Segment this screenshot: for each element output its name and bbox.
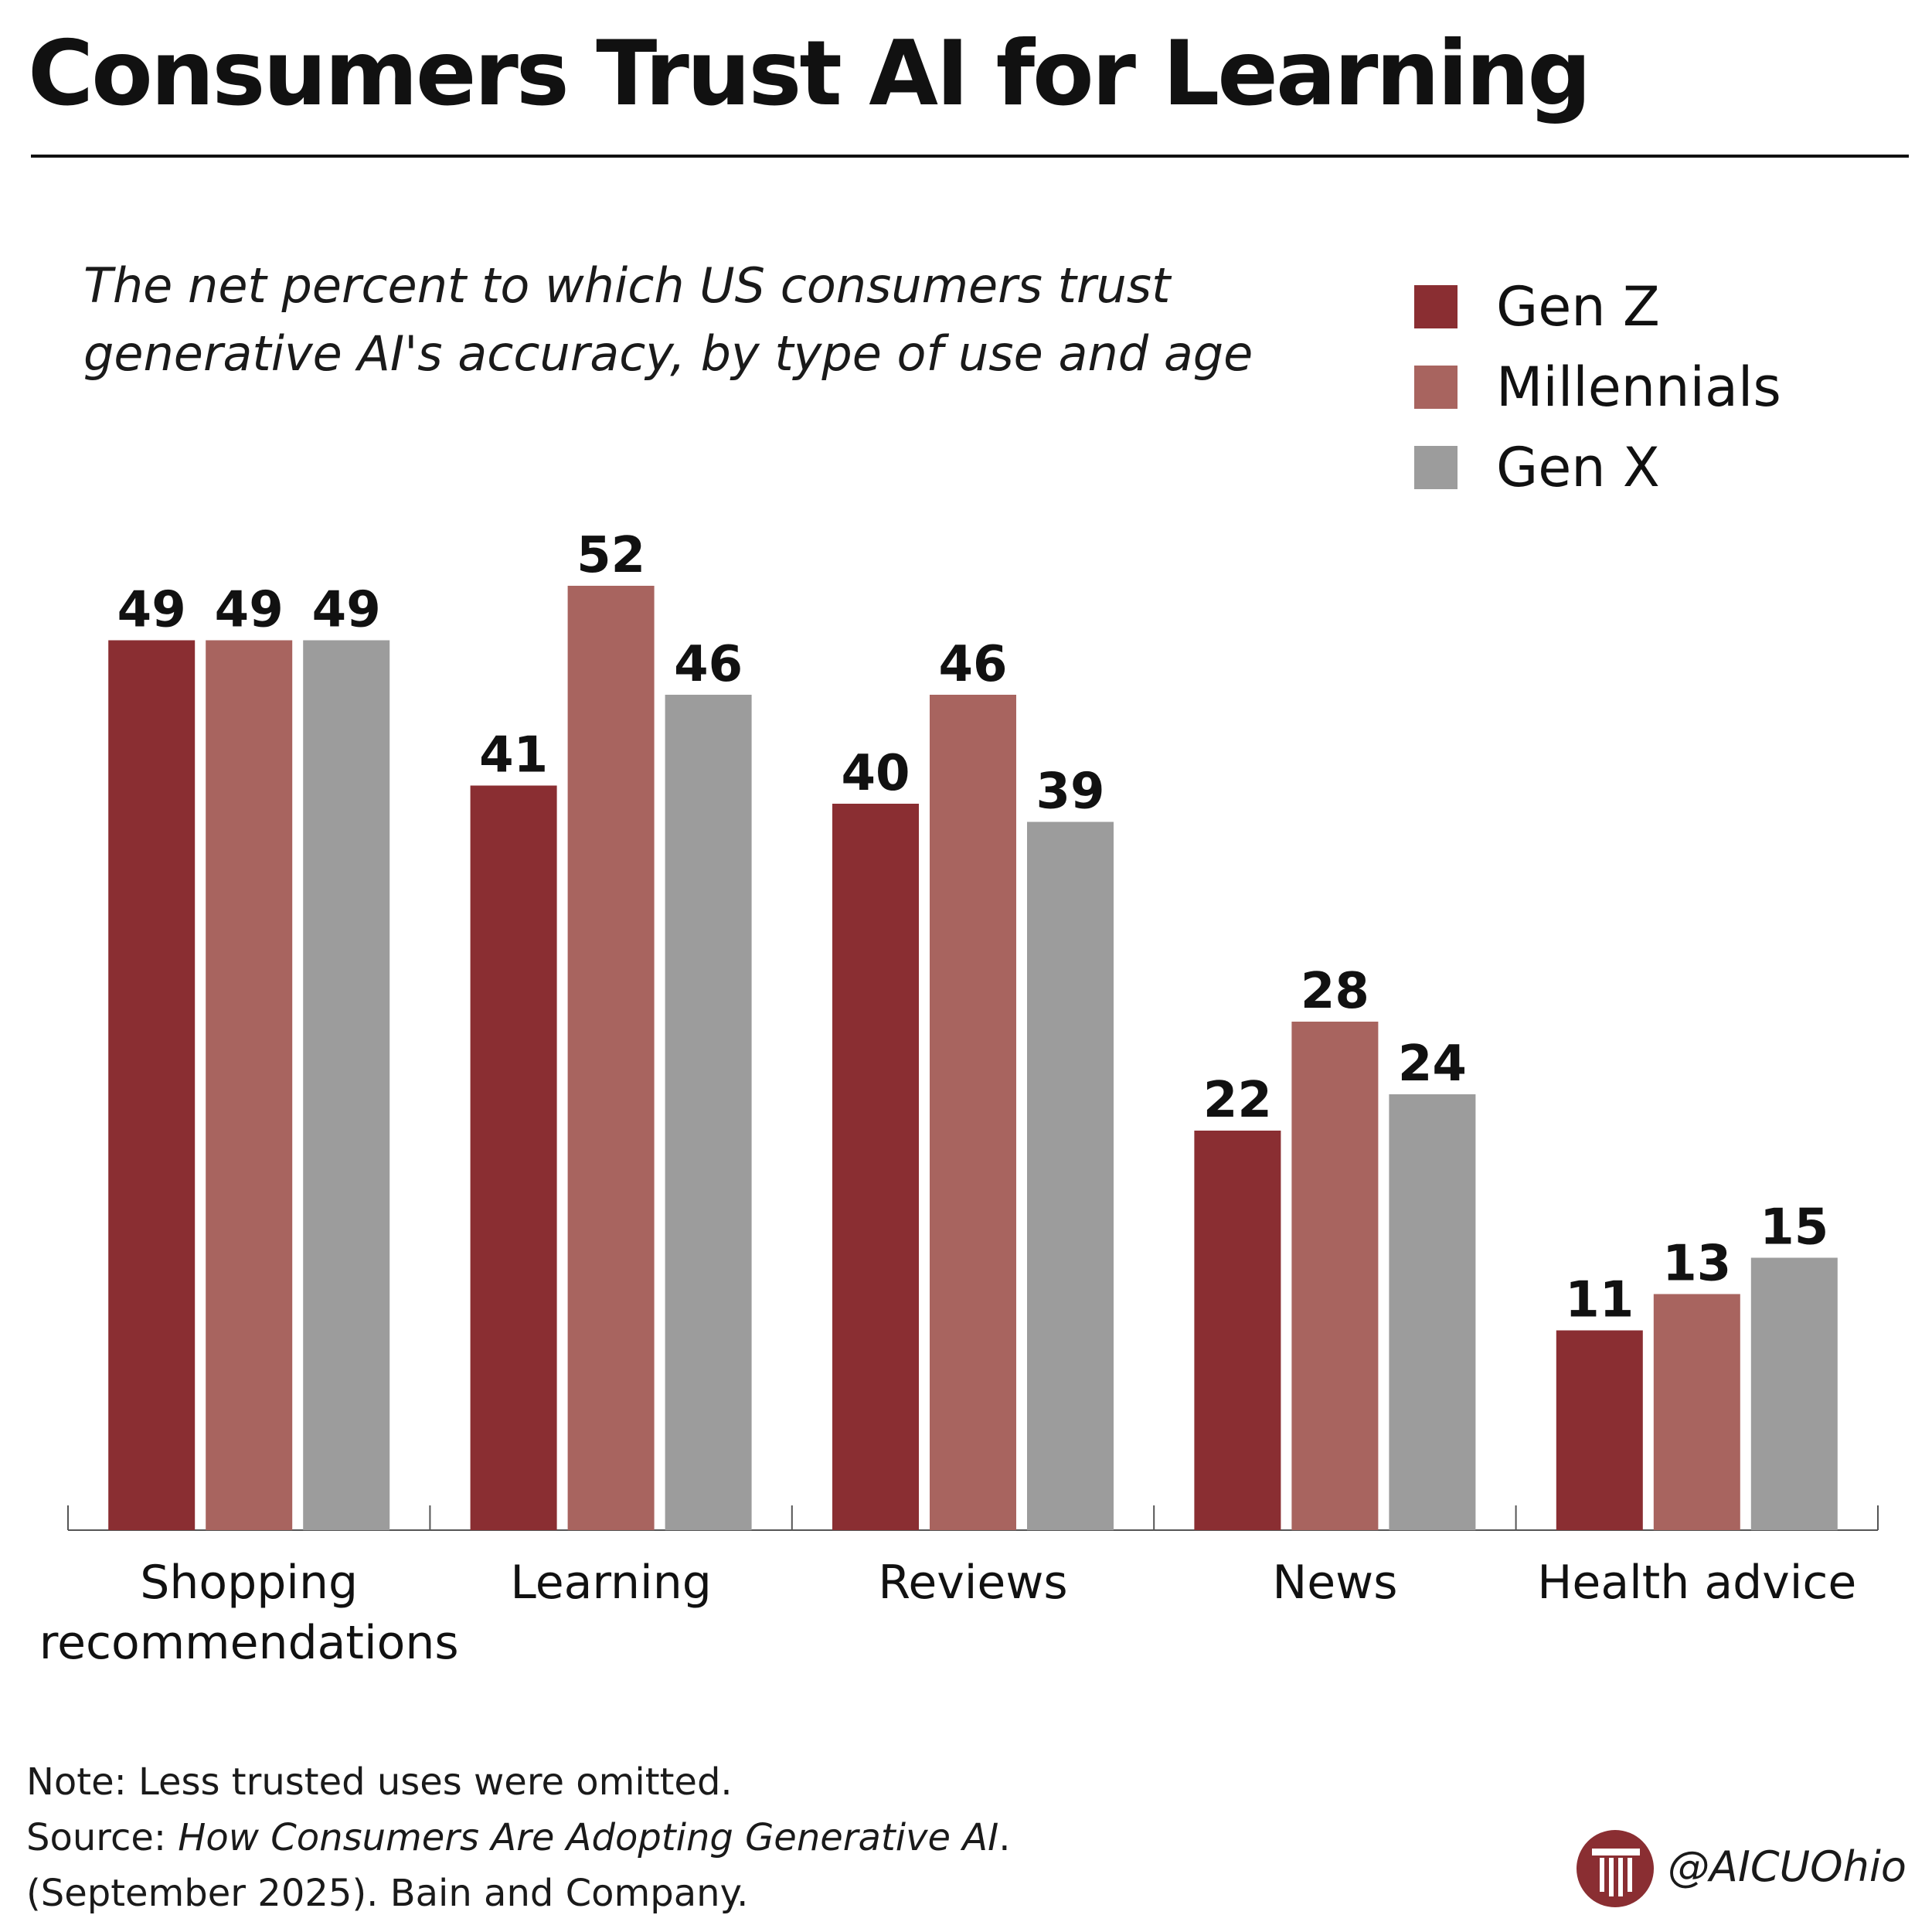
bar: [1389, 1094, 1476, 1530]
footer-note: Note: Less trusted uses were omitted.: [26, 1760, 733, 1804]
bar: [567, 586, 655, 1530]
data-label: 46: [938, 636, 1007, 693]
footer-source-date: (September 2025). Bain and Company.: [26, 1872, 749, 1915]
legend-swatch-gen-x: [1414, 446, 1458, 489]
legend-label-gen-x: Gen X: [1496, 436, 1660, 499]
legend-label-millennials: Millennials: [1496, 355, 1781, 419]
bar: [832, 804, 919, 1530]
category-label: recommendations: [39, 1616, 459, 1670]
legend-swatch-gen-z: [1414, 285, 1458, 328]
bar: [1750, 1257, 1838, 1530]
footer-source: Source: How Consumers Are Adopting Gener…: [26, 1810, 1011, 1866]
legend-item-gen-z: Gen Z: [1414, 267, 1781, 347]
bar: [108, 640, 196, 1530]
bar: [1027, 821, 1114, 1530]
chart-title: Consumers Trust AI for Learning: [28, 22, 1591, 126]
legend-label-gen-z: Gen Z: [1496, 275, 1660, 338]
logo-circle: [1577, 1830, 1654, 1907]
logo-column-4: [1628, 1858, 1632, 1892]
bar: [1194, 1131, 1281, 1530]
chart-footer: Note: Less trusted uses were omitted. So…: [26, 1754, 1011, 1921]
brand-handle: @AICUOhio: [1668, 1842, 1906, 1891]
bar: [665, 695, 752, 1530]
bar: [206, 640, 293, 1530]
subtitle-line-1: The net percent to which US consumers tr…: [83, 257, 1171, 314]
chart-subtitle: The net percent to which US consumers tr…: [83, 252, 1397, 388]
bar: [930, 695, 1016, 1530]
data-label: 39: [1036, 764, 1104, 821]
category-label: Reviews: [878, 1556, 1067, 1610]
data-label: 11: [1565, 1272, 1634, 1329]
data-label: 49: [215, 582, 284, 639]
logo-capital: [1592, 1849, 1640, 1855]
source-suffix: .: [998, 1816, 1011, 1859]
bar: [1556, 1330, 1643, 1530]
bar: [303, 640, 390, 1530]
data-label: 41: [479, 727, 548, 784]
legend-item-gen-x: Gen X: [1414, 427, 1781, 508]
data-label: 49: [312, 582, 381, 639]
data-label: 28: [1301, 963, 1369, 1020]
data-label: 15: [1760, 1199, 1828, 1257]
legend: Gen Z Millennials Gen X: [1414, 267, 1781, 508]
subtitle-line-2: generative AI's accuracy, by type of use…: [83, 325, 1253, 382]
legend-swatch-millennials: [1414, 366, 1458, 409]
data-label: 13: [1662, 1236, 1731, 1293]
data-label: 46: [674, 636, 743, 693]
source-prefix: Source:: [26, 1816, 179, 1859]
category-label: Shopping: [140, 1556, 358, 1610]
category-label: Learning: [510, 1556, 711, 1610]
data-label: 24: [1398, 1036, 1467, 1093]
bar: [470, 785, 557, 1530]
data-label: 52: [577, 527, 645, 584]
data-label: 49: [117, 582, 186, 639]
source-title: How Consumers Are Adopting Generative AI: [178, 1816, 999, 1859]
logo-column-3: [1618, 1858, 1623, 1896]
category-label: News: [1272, 1556, 1397, 1610]
bar: [1291, 1022, 1379, 1530]
aicu-logo-icon: [1577, 1830, 1654, 1907]
bar-chart: 49 49 49 Shopping recommendations 41 52 46 Learn…: [39, 527, 1879, 1670]
legend-item-millennials: Millennials: [1414, 347, 1781, 427]
brand: @AICUOhio: [1577, 1830, 1917, 1907]
category-label: Health advice: [1537, 1556, 1856, 1610]
data-label: 22: [1203, 1072, 1272, 1129]
data-label: 40: [841, 745, 910, 802]
logo-column-1: [1600, 1858, 1604, 1892]
bar: [1653, 1294, 1740, 1530]
logo-column-2: [1609, 1858, 1614, 1896]
title-divider: [31, 155, 1909, 158]
